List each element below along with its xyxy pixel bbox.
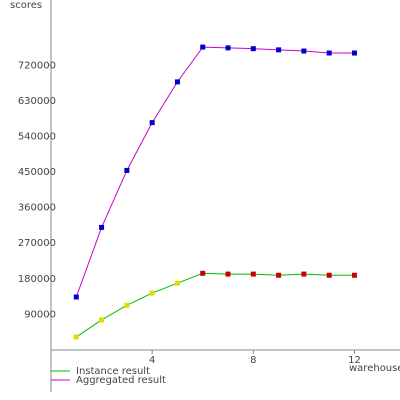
point-marker [124,167,130,173]
point-marker [149,120,155,126]
point-marker [326,272,332,278]
point-marker [174,280,180,286]
point-marker [276,272,282,278]
x-tick-label: 4 [149,355,155,366]
legend-label: Aggregated result [76,375,166,386]
y-tick-label: 720000 [18,60,56,71]
y-tick-label: 360000 [18,203,56,214]
y-axis-label: scores [10,0,42,11]
x-axis-label: warehouses [349,363,400,374]
point-marker [200,44,206,50]
y-tick-label: 450000 [18,167,56,178]
point-marker [149,290,155,296]
point-marker [250,271,256,277]
point-marker [73,334,79,340]
point-marker [250,46,256,52]
point-marker [73,294,79,300]
point-marker [276,47,282,53]
y-tick-label: 540000 [18,131,56,142]
point-marker [225,45,231,51]
point-marker [351,50,357,56]
series-line [76,272,355,338]
y-tick-label: 270000 [18,238,56,249]
x-tick-label: 8 [250,355,256,366]
point-marker [124,302,130,308]
point-marker [225,271,231,277]
point-marker [99,317,105,323]
y-tick-label: 90000 [24,309,56,320]
point-marker [301,48,307,54]
point-marker [301,271,307,277]
y-tick-label: 630000 [18,96,56,107]
point-marker [326,50,332,56]
legend-label: Instance result [76,366,150,377]
point-marker [174,79,180,85]
point-marker [99,224,105,230]
x-tick-label: 12 [348,355,361,366]
y-tick-label: 180000 [18,274,56,285]
point-marker [351,272,357,278]
series-line [75,46,355,298]
point-marker [200,270,206,276]
